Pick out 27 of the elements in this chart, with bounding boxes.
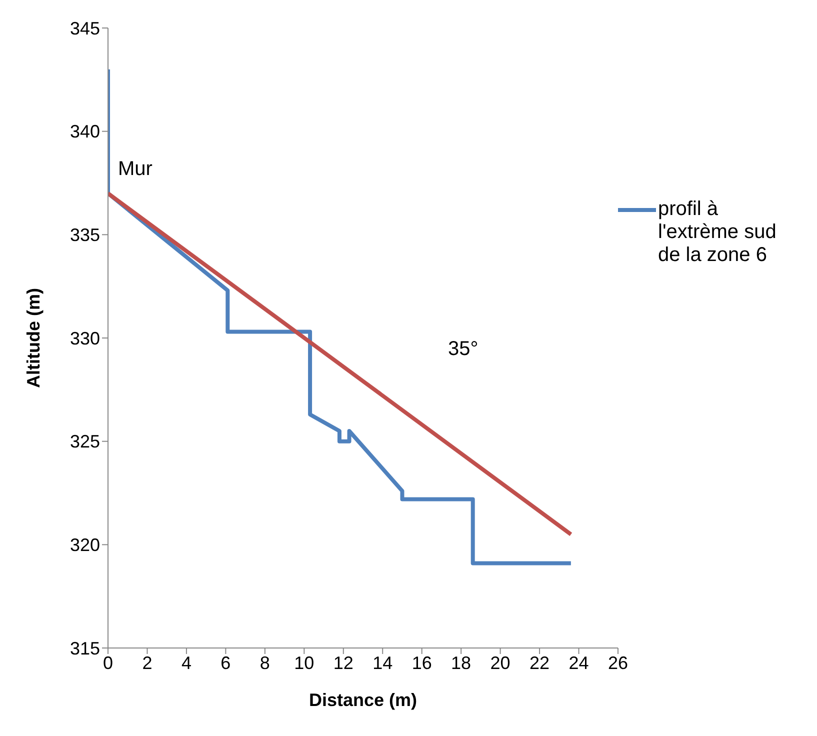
x-tick-label: 16 [412, 652, 432, 673]
x-tick-label: 8 [260, 652, 270, 673]
x-tick-label: 18 [451, 652, 472, 673]
y-tick-label: 340 [70, 122, 100, 142]
x-tick-label: 14 [372, 652, 393, 673]
x-tick-label: 10 [294, 652, 314, 673]
y-tick-label: 315 [70, 638, 100, 658]
x-tick-label: 2 [142, 652, 152, 673]
legend-label: profil à l'extrème sud de la zone 6 [658, 198, 778, 267]
y-tick-label: 325 [70, 432, 100, 452]
y-tick-label: 320 [70, 535, 100, 556]
line-series [108, 67, 573, 566]
x-tick-label: 22 [530, 652, 550, 673]
x-tick-label: 0 [102, 652, 114, 673]
x-tick-label: 24 [568, 652, 589, 673]
x-tick-label: 20 [490, 652, 510, 673]
x-axis-title: Distance (m) [308, 690, 418, 710]
y-axis-title: Altitude (m) [23, 288, 44, 388]
y-tick-label: 330 [70, 328, 100, 348]
annotation: Mur [118, 158, 152, 181]
x-tick-label: 26 [608, 652, 628, 673]
y-tick-label: 345 [70, 18, 100, 38]
annotation: 35° [448, 338, 478, 361]
x-tick-label: 6 [220, 652, 231, 673]
x-tick-label: 4 [181, 652, 192, 673]
y-tick-label: 335 [70, 225, 100, 246]
x-tick-label: 12 [333, 652, 354, 673]
